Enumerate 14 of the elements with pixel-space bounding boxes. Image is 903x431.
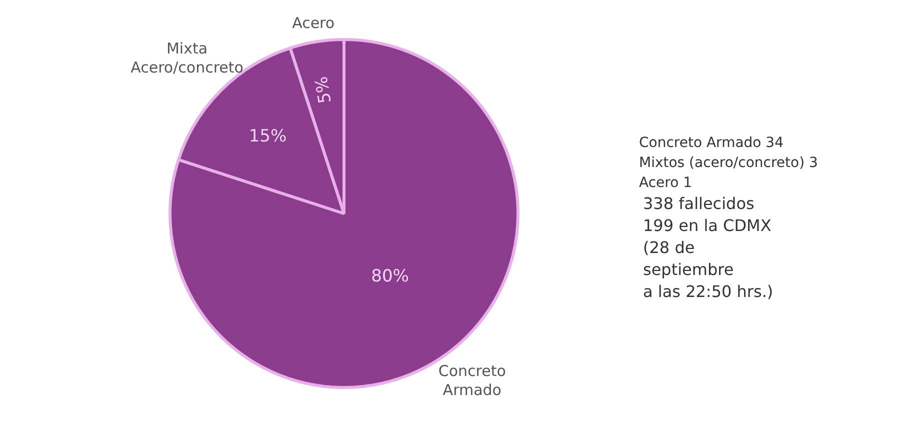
text: a las 22:50 hrs.) bbox=[643, 281, 774, 303]
data-label: 15% bbox=[248, 126, 287, 147]
text: (28 de bbox=[643, 237, 696, 259]
text: septiembre bbox=[643, 259, 735, 281]
slice-label: Concreto Armado bbox=[438, 362, 506, 400]
text: Concreto Armado 34 bbox=[639, 134, 784, 153]
text: 199 en la CDMX bbox=[643, 215, 772, 237]
data-label: 5% bbox=[312, 74, 336, 105]
text: Mixtos (acero/concreto) 3 bbox=[639, 154, 818, 173]
slice-label: Acero bbox=[292, 14, 335, 32]
slice-label: Mixta Acero/concreto bbox=[130, 40, 244, 77]
data-label: 80% bbox=[371, 266, 409, 286]
text: Acero 1 bbox=[639, 174, 694, 193]
text: 338 fallecidos bbox=[643, 193, 756, 215]
